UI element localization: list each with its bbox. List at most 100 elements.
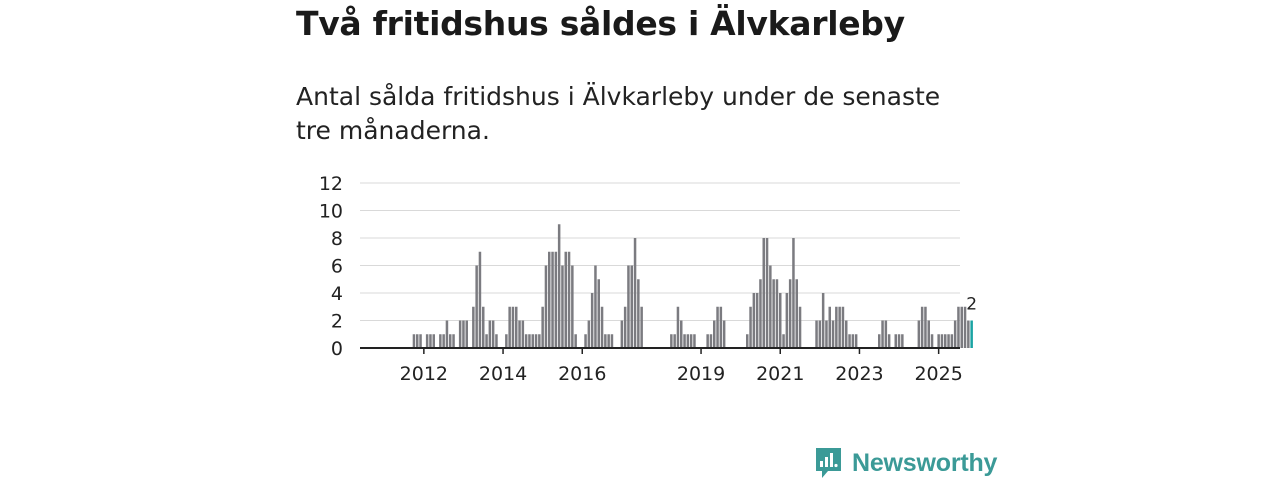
bar	[828, 306, 831, 348]
bar	[673, 334, 676, 348]
bar	[508, 306, 511, 348]
bar	[845, 320, 848, 348]
chart-title: Två fritidshus såldes i Älvkarleby	[296, 4, 905, 43]
bar	[825, 320, 828, 348]
bar	[779, 293, 782, 348]
bar	[574, 334, 577, 348]
bar	[541, 306, 544, 348]
bar	[495, 334, 498, 348]
bar	[887, 334, 891, 348]
brand-logo: Newsworthy	[814, 446, 997, 480]
bar	[818, 320, 822, 348]
bar	[967, 320, 970, 348]
y-tick-label: 10	[319, 201, 343, 223]
bar	[960, 306, 963, 348]
bar	[475, 265, 478, 348]
bar-chart: 0 2 4 6 8 10 12 2012 2014 2016 2019 2021 2023 2025 2	[319, 173, 977, 385]
bar	[920, 306, 924, 348]
bar	[449, 334, 452, 348]
bar	[488, 320, 492, 348]
bar	[953, 320, 957, 348]
y-tick-label: 8	[331, 228, 343, 250]
bar	[518, 320, 521, 348]
bar	[713, 320, 716, 348]
bar	[439, 334, 442, 348]
bar	[798, 306, 802, 348]
bar	[788, 279, 792, 348]
bar	[607, 334, 610, 348]
bars	[412, 224, 973, 348]
bar	[452, 334, 455, 348]
y-tick-label: 6	[331, 256, 343, 278]
bar	[930, 334, 934, 348]
bar	[680, 320, 683, 348]
bar	[683, 334, 686, 348]
bar	[957, 306, 960, 348]
bar	[637, 279, 640, 348]
bar	[765, 238, 769, 348]
bar	[689, 334, 693, 348]
bar	[815, 320, 818, 348]
bar-chart-logo-icon	[816, 448, 841, 478]
bar	[851, 334, 855, 348]
bar	[478, 251, 482, 348]
bar	[722, 320, 726, 348]
bar	[686, 334, 690, 348]
bar	[548, 251, 551, 348]
bar	[604, 334, 607, 348]
bar	[769, 265, 772, 348]
bar	[538, 334, 541, 348]
bar	[838, 306, 841, 348]
bar	[821, 293, 825, 348]
latest-value-label: 2	[966, 295, 977, 315]
bar	[878, 334, 881, 348]
bar	[630, 265, 633, 348]
bar	[567, 251, 571, 348]
bar	[620, 320, 624, 348]
bar	[528, 334, 531, 348]
bar	[897, 334, 901, 348]
x-tick-label: 2023	[835, 363, 883, 385]
bar	[755, 293, 759, 348]
bar	[564, 251, 567, 348]
x-axis-labels: 2012 2014 2016 2019 2021 2023 2025	[400, 363, 963, 385]
bar	[719, 306, 723, 348]
bar	[670, 334, 673, 348]
bar	[515, 306, 518, 348]
x-tick-label: 2021	[756, 363, 804, 385]
bar	[640, 306, 643, 348]
bar	[482, 306, 485, 348]
y-tick-label: 0	[331, 338, 343, 360]
bar	[940, 334, 944, 348]
bar	[835, 306, 838, 348]
bar	[854, 334, 858, 348]
bar	[465, 320, 468, 348]
grid-lines	[360, 182, 960, 321]
bar	[442, 334, 445, 348]
bar	[534, 334, 538, 348]
bar	[831, 320, 835, 348]
bar	[749, 306, 752, 348]
bar	[544, 265, 548, 348]
bar	[792, 238, 795, 348]
x-tick-label: 2019	[677, 363, 725, 385]
bar	[775, 279, 779, 348]
bar	[785, 293, 789, 348]
bar	[584, 334, 587, 348]
bar	[551, 251, 554, 348]
bar	[462, 320, 465, 348]
bar	[944, 334, 947, 348]
bar	[491, 320, 495, 348]
bar	[610, 334, 614, 348]
bar	[917, 320, 921, 348]
chart-subtitle: Antal sålda fritidshus i Älvkarleby unde…	[296, 82, 941, 145]
bar	[597, 279, 600, 348]
bar	[432, 334, 435, 348]
bar	[633, 238, 637, 348]
bar	[594, 265, 597, 348]
bar	[709, 334, 713, 348]
bar	[716, 306, 719, 348]
bar	[795, 279, 798, 348]
bar	[416, 334, 419, 348]
bar	[884, 320, 888, 348]
